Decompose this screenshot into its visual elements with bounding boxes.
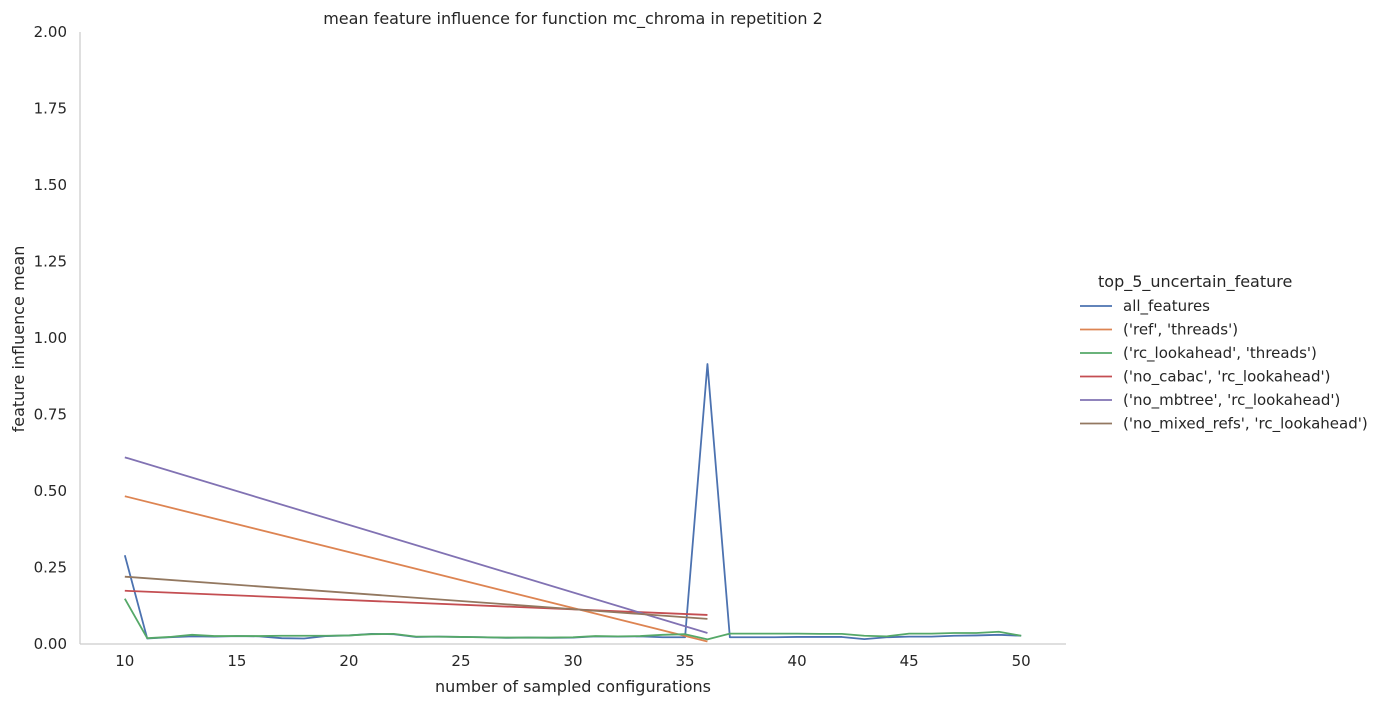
series-line-1 [124,495,708,643]
x-tick-label: 25 [451,652,470,670]
legend-label-2: ('rc_lookahead', 'threads') [1123,344,1317,363]
y-tick-label: 0.25 [34,559,67,577]
y-tick-label: 0.50 [34,482,67,500]
y-tick-label: 2.00 [34,23,67,41]
x-tick-label: 50 [1012,652,1031,670]
series-line-4 [124,456,708,634]
y-tick-label: 1.50 [34,176,67,194]
x-tick-label: 40 [788,652,807,670]
y-tick-label: 1.00 [34,329,67,347]
legend-label-5: ('no_mixed_refs', 'rc_lookahead') [1123,415,1368,434]
series-line-3 [124,589,708,616]
x-axis-ticks: 10 15 20 25 30 35 40 45 50 [115,652,1030,670]
x-tick-label: 15 [227,652,246,670]
legend-label-0: all_features [1123,297,1210,316]
legend: top_5_uncertain_feature all_features ('re… [1080,272,1368,434]
y-tick-label: 1.25 [34,253,67,271]
legend-label-1: ('ref', 'threads') [1123,321,1238,339]
x-axis-label: number of sampled configurations [435,677,711,696]
x-tick-label: 35 [675,652,694,670]
legend-label-4: ('no_mbtree', 'rc_lookahead') [1123,391,1340,410]
series-line-5 [124,575,708,620]
series-line-0 [123,363,1022,640]
plot-area [123,363,1022,643]
y-tick-label: 0.00 [34,635,67,653]
y-axis-ticks: 0.00 0.25 0.50 0.75 1.00 1.25 1.50 1.75 2.00 [34,23,67,653]
x-tick-label: 30 [563,652,582,670]
y-axis-label: feature influence mean [9,246,28,433]
y-tick-label: 1.75 [34,100,67,118]
series-line-2 [124,598,1022,641]
x-tick-label: 10 [115,652,134,670]
legend-title: top_5_uncertain_feature [1098,272,1292,292]
y-tick-label: 0.75 [34,406,67,424]
chart-title: mean feature influence for function mc_c… [323,9,823,29]
legend-label-3: ('no_cabac', 'rc_lookahead') [1123,368,1331,387]
x-tick-label: 20 [339,652,358,670]
x-tick-label: 45 [900,652,919,670]
